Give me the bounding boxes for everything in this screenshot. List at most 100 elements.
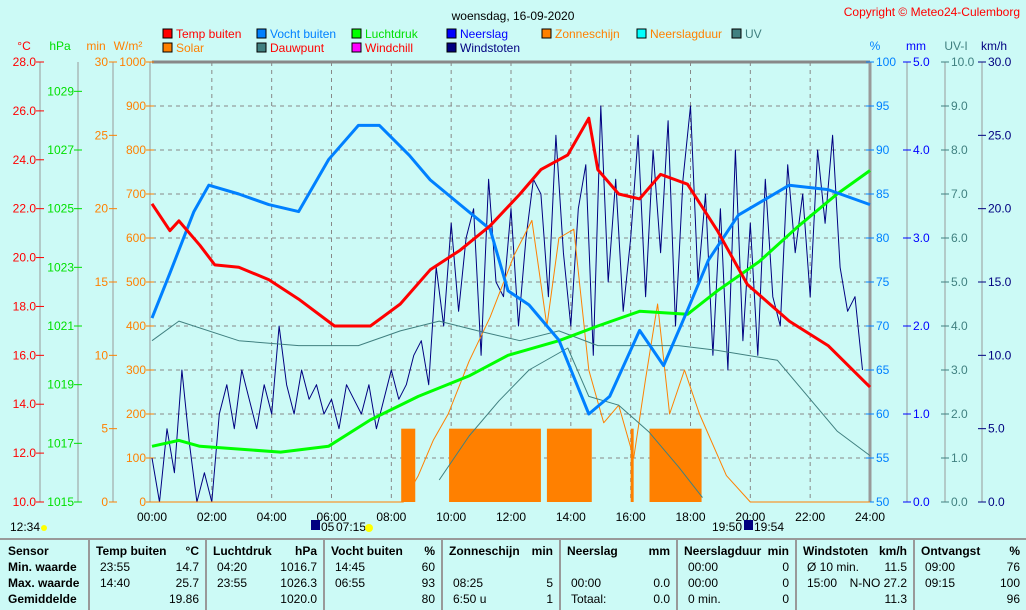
sunrise-time: 07:15 <box>336 520 366 534</box>
legend-label: Windstoten <box>460 41 520 55</box>
table-column-luchtdruk: Luchtdruk hPa 04:20 1016.7 23:55 1026.3 1020.0 <box>205 540 323 610</box>
y-axis-unit-right: % <box>870 39 881 53</box>
y-tick-label: 1025 <box>47 202 74 216</box>
y-tick-label: 12.0 <box>13 446 37 460</box>
cell-value: N-NO 27.2 <box>849 576 907 590</box>
y-tick-label: 1027 <box>47 143 74 157</box>
y-tick-label-right: 3.0 <box>913 231 930 245</box>
summary-table: Sensor Min. waarde Max. waarde Gemiddeld… <box>0 538 1026 610</box>
cell-value: 0 <box>782 560 789 574</box>
cell-time: 06:55 <box>335 576 366 590</box>
y-tick-label-right: 75 <box>876 275 890 289</box>
y-tick-label: 0 <box>139 495 146 509</box>
legend-swatch <box>636 28 647 39</box>
y-tick-label: 300 <box>126 363 146 377</box>
y-tick-label-right: 65 <box>876 363 890 377</box>
table-column-windstoten: Windstoten km/h Ø 10 min. 11.5 15:00 N-NO 27.… <box>795 540 913 610</box>
cell-value: 5 <box>546 576 553 590</box>
y-axis-unit: hPa <box>49 39 71 53</box>
y-tick-label: 5 <box>101 422 108 436</box>
y-tick-label: 100 <box>126 451 146 465</box>
y-tick-label-right: 6.0 <box>951 231 968 245</box>
y-tick-label-right: 30.0 <box>988 55 1012 69</box>
cell-time: 0 min. <box>688 592 721 606</box>
legend-swatch <box>541 28 552 39</box>
x-tick-label: 10:00 <box>436 510 466 524</box>
weather-chart: woensdag, 16-09-2020 Copyright © Meteo24-… <box>10 5 1020 534</box>
table-column-neerslag: Neerslag mm 00:00 0.0 Totaal: 0.0 <box>559 540 676 610</box>
column-unit: mm <box>648 544 670 558</box>
y-tick-label-right: 0.0 <box>951 495 968 509</box>
legend-label: Windchill <box>365 41 413 55</box>
y-tick-label-right: 2.0 <box>913 319 930 333</box>
sun-icon <box>365 524 373 532</box>
y-tick-label: 15 <box>95 275 109 289</box>
x-tick-label: 14:00 <box>556 510 586 524</box>
cell-value: 0 <box>782 576 789 590</box>
y-tick-label: 28.0 <box>13 55 37 69</box>
sunshine-bar <box>449 428 541 502</box>
y-tick-label: 200 <box>126 407 146 421</box>
table-column-neerslagduur: Neerslagduur min 00:00 0 00:00 0 0 min. 0 <box>676 540 795 610</box>
y-tick-label-right: 1.0 <box>951 451 968 465</box>
moonrise2-icon <box>744 520 753 530</box>
row-label: Gemiddelde <box>8 592 77 606</box>
y-tick-label: 24.0 <box>13 153 37 167</box>
moonrise-time: 05 <box>321 520 335 534</box>
column-unit: km/h <box>878 544 907 558</box>
y-tick-label-right: 85 <box>876 187 890 201</box>
y-tick-label: 600 <box>126 231 146 245</box>
series-dauwpunt <box>151 320 871 457</box>
column-header: Luchtdruk <box>213 544 272 558</box>
legend-label: Neerslag <box>460 27 508 41</box>
series-uv <box>438 347 703 498</box>
column-unit: min <box>531 544 553 558</box>
legend-swatch <box>256 42 267 53</box>
cell-value: 60 <box>421 560 435 574</box>
legend-label: UV <box>745 27 762 41</box>
cell-value: 0.0 <box>653 592 670 606</box>
cell-time: 14:40 <box>100 576 131 590</box>
series-solar <box>152 219 870 503</box>
y-tick-label: 20.0 <box>13 251 37 265</box>
x-tick-label: 18:00 <box>675 510 705 524</box>
y-tick-label: 0 <box>101 495 108 509</box>
chart-title: woensdag, 16-09-2020 <box>451 9 575 23</box>
y-tick-label-right: 4.0 <box>951 319 968 333</box>
cell-time: 09:00 <box>925 560 956 574</box>
column-header: Ontvangst <box>921 544 981 558</box>
cell-value: 96 <box>1006 592 1020 606</box>
y-tick-label-right: 5.0 <box>988 422 1005 436</box>
cell-value: 14.7 <box>175 560 199 574</box>
moonrise2-time: 19:54 <box>754 520 784 534</box>
x-tick-label: 22:00 <box>795 510 825 524</box>
cell-value: 1 <box>546 592 553 606</box>
y-tick-label: 25 <box>95 128 109 142</box>
y-tick-label-right: 0.0 <box>988 495 1005 509</box>
row-labels: Sensor Min. waarde Max. waarde Gemiddeld… <box>0 540 88 610</box>
y-tick-label-right: 95 <box>876 99 890 113</box>
y-tick-label-right: 10.0 <box>951 55 975 69</box>
cell-value: 76 <box>1006 560 1020 574</box>
y-tick-label: 400 <box>126 319 146 333</box>
cell-time: 15:00 <box>807 576 838 590</box>
legend-label: Temp buiten <box>176 27 241 41</box>
legend-swatch <box>162 28 173 39</box>
legend-label: Luchtdruk <box>365 27 419 41</box>
column-unit: °C <box>185 544 199 558</box>
series-luchtdruk <box>151 169 871 454</box>
y-tick-label: 900 <box>126 99 146 113</box>
cell-time: Totaal: <box>571 592 607 606</box>
y-tick-label-right: 10.0 <box>988 348 1012 362</box>
series-vocht-buiten <box>150 123 871 416</box>
column-unit: hPa <box>294 544 317 558</box>
x-tick-label: 24:00 <box>855 510 885 524</box>
cell-value: 1016.7 <box>280 560 317 574</box>
y-tick-label-right: 70 <box>876 319 890 333</box>
y-tick-label-right: 5.0 <box>951 275 968 289</box>
cell-value: 19.86 <box>168 592 199 606</box>
y-tick-label: 22.0 <box>13 202 37 216</box>
y-tick-label-right: 50 <box>876 495 890 509</box>
cell-value: 11.5 <box>884 560 907 574</box>
y-tick-label-right: 15.0 <box>988 275 1012 289</box>
